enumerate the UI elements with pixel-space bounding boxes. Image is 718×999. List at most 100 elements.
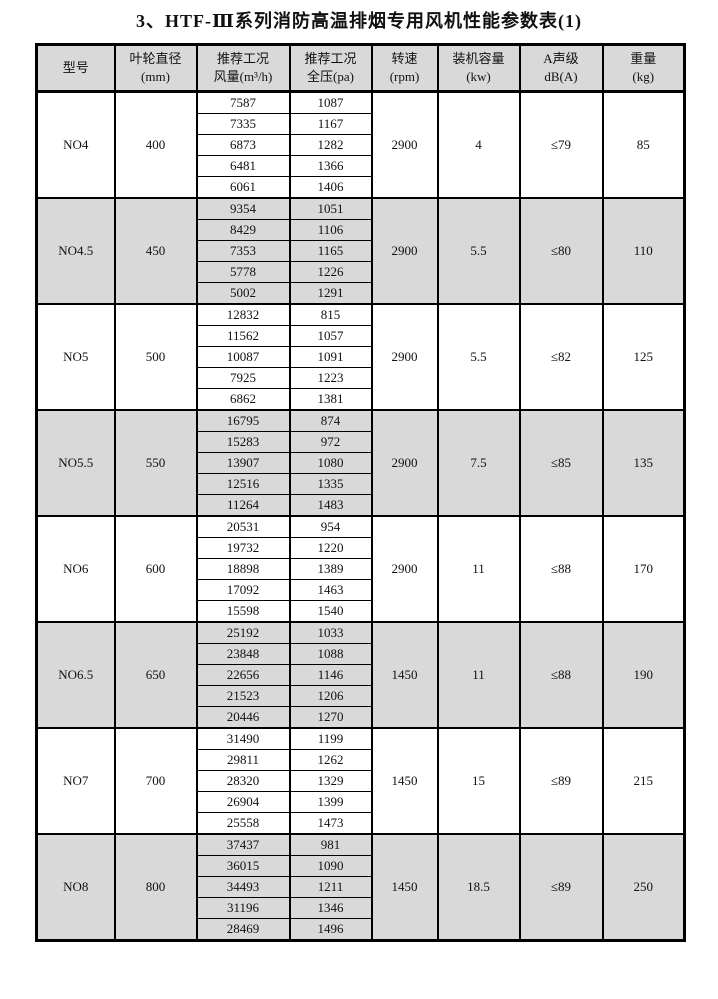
noise-cell: ≤80 xyxy=(518,197,604,305)
table-row: NO5 500 12832 815 2900 5.5 ≤82 125 xyxy=(35,303,686,411)
pressure-value-cell: 1496 xyxy=(288,918,373,942)
table-row: 10087 1091 xyxy=(37,346,685,368)
rpm-cell: 2900 xyxy=(370,90,439,199)
pressure-value-cell: 1220 xyxy=(288,537,373,559)
header-rpm-line1: 转速 xyxy=(391,51,418,66)
model-cell: NO7 xyxy=(35,727,116,835)
header-noise-line2: dB(A) xyxy=(544,69,578,84)
model-cell: NO6.5 xyxy=(35,621,116,729)
flow-value-cell: 5002 xyxy=(195,282,291,305)
model-cell: NO4.5 xyxy=(35,197,116,305)
pressure-value-cell: 1463 xyxy=(288,579,373,601)
table-row: 5002 1291 xyxy=(37,282,685,305)
header-model: 型号 xyxy=(35,43,116,93)
table-row: 5778 1226 xyxy=(37,261,685,283)
flow-value-cell: 20446 xyxy=(195,706,291,729)
diameter-cell: 450 xyxy=(113,197,198,305)
pressure-value-cell: 1329 xyxy=(288,770,373,792)
pressure-value-cell: 1406 xyxy=(288,176,373,199)
header-weight-line2: (kg) xyxy=(632,69,655,84)
table-row: NO8 800 37437 981 1450 18.5 ≤89 250 xyxy=(35,833,686,942)
pressure-value-cell: 1199 xyxy=(288,727,373,750)
noise-cell: ≤88 xyxy=(518,621,604,729)
pressure-value-cell: 1088 xyxy=(288,643,373,665)
noise-cell: ≤89 xyxy=(518,727,604,835)
table-row: 15598 1540 xyxy=(37,600,685,623)
flow-value-cell: 11264 xyxy=(195,494,291,517)
table-row: 13907 1080 xyxy=(37,452,685,474)
table-row: 6061 1406 xyxy=(37,176,685,199)
table-header: 型号 叶轮直径 (mm) 推荐工况 风量(m³/h) 推荐工况 全压(pa) 转速 (rpm) 装… xyxy=(35,43,686,93)
pressure-value-cell: 1346 xyxy=(288,897,373,919)
flow-value-cell: 9354 xyxy=(195,197,291,220)
pressure-value-cell: 1270 xyxy=(288,706,373,729)
table-row: 26904 1399 xyxy=(37,791,685,813)
model-cell: NO8 xyxy=(35,833,116,942)
header-flow: 推荐工况 风量(m³/h) xyxy=(195,43,291,93)
pressure-value-cell: 1051 xyxy=(288,197,373,220)
pressure-value-cell: 1033 xyxy=(288,621,373,644)
header-diameter: 叶轮直径 (mm) xyxy=(113,43,198,93)
table-row: 29811 1262 xyxy=(37,749,685,771)
document-page: 3、HTF-Ⅲ系列消防高温排烟专用风机性能参数表(1) 型号 叶轮直径 (mm) 推荐… xyxy=(0,9,718,942)
pressure-value-cell: 874 xyxy=(288,409,373,432)
table-row: 7335 1167 xyxy=(37,113,685,135)
flow-value-cell: 7587 xyxy=(195,90,291,114)
flow-value-cell: 20531 xyxy=(195,515,291,538)
header-pressure-line1: 推荐工况 xyxy=(304,51,357,66)
noise-cell: ≤89 xyxy=(518,833,604,942)
table-row: 12516 1335 xyxy=(37,473,685,495)
table-row: 6873 1282 xyxy=(37,134,685,156)
diameter-cell: 650 xyxy=(113,621,198,729)
pressure-value-cell: 1223 xyxy=(288,367,373,389)
flow-value-cell: 21523 xyxy=(195,685,291,707)
header-pressure: 推荐工况全压(pa) xyxy=(288,43,373,93)
table-row: 23848 1088 xyxy=(37,643,685,665)
flow-value-cell: 36015 xyxy=(195,855,291,877)
header-rpm-line2: (rpm) xyxy=(389,69,420,84)
flow-value-cell: 25558 xyxy=(195,812,291,835)
model-cell: NO4 xyxy=(35,90,116,199)
noise-cell: ≤85 xyxy=(518,409,604,517)
table-row: NO7 700 31490 1199 1450 15 ≤89 215 xyxy=(35,727,686,835)
noise-cell: ≤88 xyxy=(518,515,604,623)
flow-value-cell: 6873 xyxy=(195,134,291,156)
flow-value-cell: 6481 xyxy=(195,155,291,177)
header-pressure-line2: 全压(pa) xyxy=(307,69,354,84)
pressure-value-cell: 1146 xyxy=(288,664,373,686)
weight-cell: 110 xyxy=(601,197,686,305)
table-row: NO6.5 650 25192 1033 1450 11 ≤88 190 xyxy=(35,621,686,729)
table-row: 34493 1211 xyxy=(37,876,685,898)
pressure-value-cell: 1473 xyxy=(288,812,373,835)
flow-value-cell: 7335 xyxy=(195,113,291,135)
power-cell: 11 xyxy=(436,515,521,623)
diameter-cell: 500 xyxy=(113,303,198,411)
table-row: NO4 400 7587 1087 2900 4 ≤79 85 xyxy=(35,90,686,199)
flow-value-cell: 31196 xyxy=(195,897,291,919)
table-row: 28469 1496 xyxy=(37,918,685,942)
pressure-value-cell: 1366 xyxy=(288,155,373,177)
table-row: 6862 1381 xyxy=(37,388,685,411)
flow-value-cell: 8429 xyxy=(195,219,291,241)
header-flow-line1: 推荐工况 xyxy=(216,51,269,66)
diameter-cell: 600 xyxy=(113,515,198,623)
header-noise-line1: A声级 xyxy=(543,51,579,66)
header-row: 型号 叶轮直径 (mm) 推荐工况 风量(m³/h) 推荐工况 全压(pa) 转速 (rpm) 装… xyxy=(35,43,686,93)
table-row: 21523 1206 xyxy=(37,685,685,707)
pressure-value-cell: 1090 xyxy=(288,855,373,877)
pressure-value-cell: 1080 xyxy=(288,452,373,474)
pressure-value-cell: 1226 xyxy=(288,261,373,283)
header-weight-line1: 重量 xyxy=(630,51,657,66)
pressure-value-cell: 1399 xyxy=(288,791,373,813)
table-row: 36015 1090 xyxy=(37,855,685,877)
flow-value-cell: 23848 xyxy=(195,643,291,665)
weight-cell: 250 xyxy=(601,833,686,942)
table-row: 20446 1270 xyxy=(37,706,685,729)
pressure-value-cell: 1165 xyxy=(288,240,373,262)
flow-value-cell: 37437 xyxy=(195,833,291,856)
pressure-value-cell: 1206 xyxy=(288,685,373,707)
flow-value-cell: 17092 xyxy=(195,579,291,601)
table-row: 7353 1165 xyxy=(37,240,685,262)
flow-value-cell: 29811 xyxy=(195,749,291,771)
pressure-value-cell: 1057 xyxy=(288,325,373,347)
